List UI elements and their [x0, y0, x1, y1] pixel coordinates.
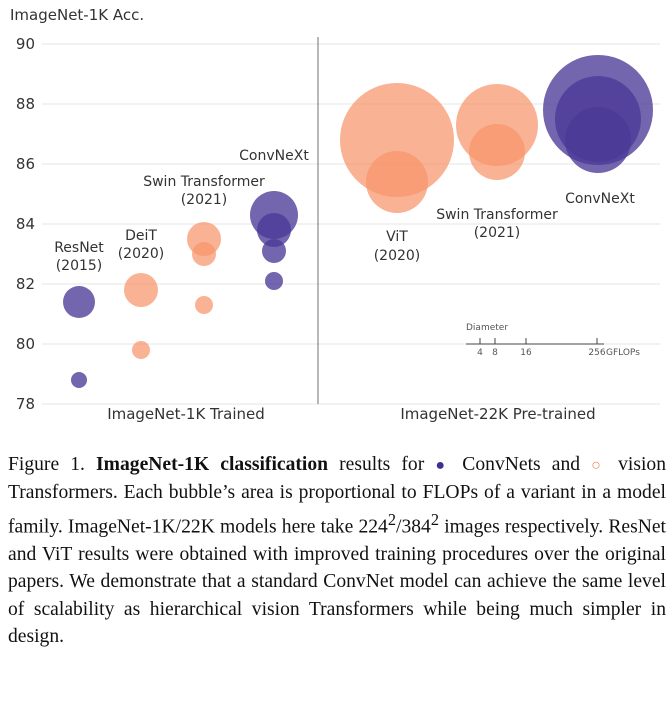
- series-label: (2021): [181, 192, 228, 208]
- panel-label-1k: ImageNet-1K Trained: [107, 405, 265, 423]
- transformer-bubble: [132, 341, 150, 359]
- bubble-chart: ImageNet-1K Acc. 78 80 82 84 86 88 90 ResNet (2…: [10, 6, 660, 423]
- caption-part3: images respectively. ResNet and ViT resu…: [8, 516, 666, 647]
- series-5: [456, 84, 538, 180]
- caption-slash: /384: [396, 516, 431, 538]
- series-label: Swin Transformer: [143, 174, 265, 190]
- caption-part2: vision Transformers. Each bubble’s area …: [8, 454, 666, 538]
- series-label: (2020): [374, 248, 421, 264]
- caption-sup1: 2: [387, 510, 397, 530]
- series-label: (2020): [118, 246, 165, 262]
- size-legend-tick-label: 4: [477, 348, 483, 358]
- y-tick-label: 88: [16, 95, 35, 113]
- size-legend: Diameter 4 8 16 256 GFLOPs: [466, 323, 640, 358]
- transformer-circle-icon: ○: [591, 457, 607, 474]
- caption-part1: results for: [339, 454, 425, 475]
- bubbles: [63, 55, 653, 388]
- size-legend-unit: GFLOPs: [606, 348, 640, 358]
- series-label: (2015): [56, 258, 103, 274]
- series-label: ViT: [386, 229, 408, 245]
- series-label: Swin Transformer: [436, 207, 558, 223]
- transformer-bubble: [124, 273, 158, 307]
- convnet-bubble: [265, 272, 283, 290]
- y-tick-label: 90: [16, 35, 35, 53]
- transformer-bubble: [192, 242, 216, 266]
- series-label: ResNet: [54, 240, 104, 256]
- y-tick-label: 82: [16, 275, 35, 293]
- y-tick-label: 78: [16, 395, 35, 413]
- convnet-bubble: [257, 213, 291, 247]
- series-label: ConvNeXt: [239, 148, 309, 164]
- transformer-bubble: [469, 124, 525, 180]
- series-3: [250, 191, 298, 290]
- transformer-bubble: [366, 151, 428, 213]
- series-2: [187, 222, 221, 314]
- series-label: ConvNeXt: [565, 191, 635, 207]
- y-tick-label: 86: [16, 155, 35, 173]
- transformer-bubble: [340, 83, 454, 197]
- caption-prefix: Figure 1.: [8, 454, 85, 475]
- convnet-bubble: [262, 239, 286, 263]
- series-labels: ResNet (2015) DeiT (2020) Swin Transformer (2…: [54, 148, 635, 274]
- convnet-bubble: [565, 107, 631, 173]
- size-legend-tick-label: 16: [520, 348, 532, 358]
- panel-label-22k: ImageNet-22K Pre-trained: [400, 405, 595, 423]
- y-tick-labels: 78 80 82 84 86 88 90: [16, 35, 35, 413]
- convnet-dot-icon: ●: [435, 457, 452, 474]
- caption-sup2: 2: [430, 510, 440, 530]
- size-legend-tick-label: 256: [588, 348, 605, 358]
- transformer-bubble: [195, 296, 213, 314]
- y-axis-label: ImageNet-1K Acc.: [10, 6, 144, 24]
- series-4: [340, 83, 454, 213]
- convnet-bubble: [63, 286, 95, 318]
- series-1: [124, 273, 158, 359]
- y-tick-label: 84: [16, 215, 35, 233]
- size-legend-tick-label: 8: [492, 348, 498, 358]
- series-label: DeiT: [125, 228, 157, 244]
- size-legend-title: Diameter: [466, 323, 508, 333]
- convnet-bubble: [71, 372, 87, 388]
- figure-caption: Figure 1. ImageNet-1K classification res…: [8, 451, 666, 650]
- series-label: (2021): [474, 225, 521, 241]
- y-tick-label: 80: [16, 335, 35, 353]
- series-0: [63, 286, 95, 388]
- series-6: [543, 55, 653, 173]
- caption-bold: ImageNet-1K classification: [96, 454, 329, 475]
- caption-convnets: ConvNets and: [462, 454, 581, 475]
